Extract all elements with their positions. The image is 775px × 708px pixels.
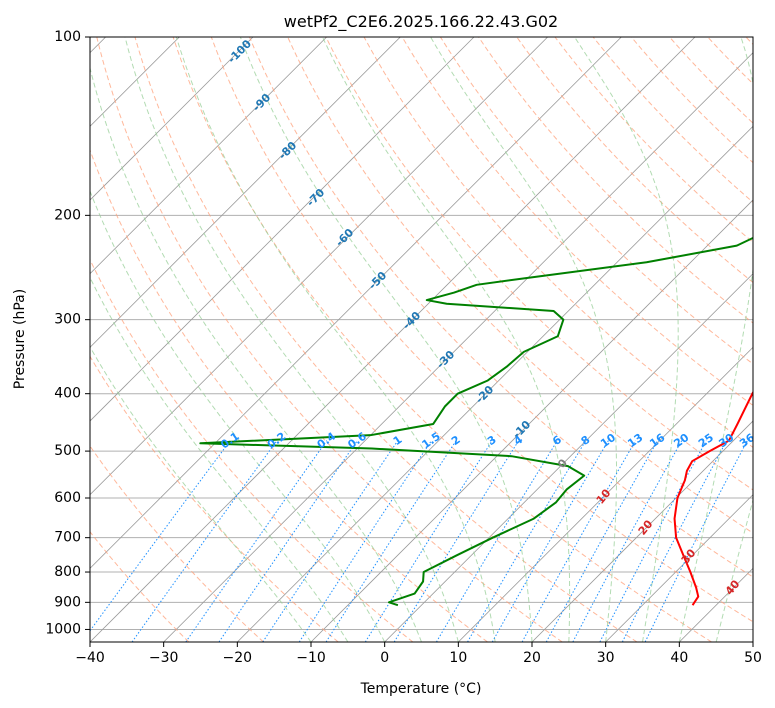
y-tick-label: 800 [54,564,81,580]
plot-area [90,37,753,642]
mixing-ratio-line [491,440,609,642]
mixing-ratio-line [393,440,520,642]
mixing-ratio-line [185,440,328,642]
x-tick-label: −40 [75,650,105,666]
isotherm-line [163,52,753,642]
isotherm-line [90,37,622,569]
dry-adiabat-line [249,37,753,578]
y-tick-label: 500 [54,443,81,459]
moist-adiabat-line [175,37,496,642]
dry-adiabat-line [90,355,339,642]
y-tick-label: 100 [54,29,81,45]
moist-adiabat-line [90,66,422,642]
isotherm-line [90,37,696,642]
x-tick-label: 0 [380,650,389,666]
y-tick-label: 600 [54,490,81,506]
y-axis-ticks: 100 200 300 400 500 600 700 800 900 1000 [45,29,90,637]
dewpoint-profile-line [199,236,753,607]
mixing-ratio-lines [90,440,748,642]
dry-adiabat-line [90,531,190,642]
y-tick-label: 900 [54,594,81,610]
x-tick-label: 40 [670,650,688,666]
moist-adiabat-line [322,37,571,642]
isotherm-line [531,420,753,642]
y-axis-label: Pressure (hPa) [12,289,28,389]
mixing-ratio-line [262,440,399,642]
x-axis-label: Temperature (°C) [360,681,482,697]
isotherm-line [90,37,254,201]
y-tick-label: 1000 [45,621,81,637]
moist-adiabat-line [574,37,679,642]
x-tick-label: 50 [744,650,762,666]
plot-content: -100-90-80-70-60-50-40-30-20-10010203040… [90,37,753,642]
temperature-profile-line [673,390,753,606]
isotherm-line [310,199,753,642]
chart-title: wetPf2_C2E6.2025.166.22.43.G02 [284,12,558,32]
isotherm-line [90,37,548,496]
x-tick-label: −10 [296,650,326,666]
mixing-ratio-line [298,440,432,642]
dry-adiabat-line [90,445,264,642]
x-tick-label: 10 [449,650,467,666]
mixing-ratio-line [218,440,358,642]
moist-adiabat-line [90,345,312,642]
sounding-profiles [199,236,753,607]
y-tick-label: 200 [54,207,81,223]
isotherm-line [90,37,475,422]
moist-adiabat-line [90,189,386,642]
moist-adiabat-line [678,37,753,642]
mixing-ratio-line [435,440,558,642]
dry-adiabat-line [439,37,753,365]
isotherm-line [458,346,753,642]
mixing-ratio-line [467,440,587,642]
x-tick-label: 30 [597,650,615,666]
skewed-isotherms [90,37,753,642]
mixing-ratio-line [325,440,457,642]
dry-adiabat-line [96,37,563,642]
x-tick-label: −20 [223,650,253,666]
y-tick-label: 300 [54,312,81,328]
moist-adiabats [90,37,753,642]
x-tick-label: 20 [523,650,541,666]
dry-adiabat-line [172,37,712,642]
isotherm-line [237,125,753,642]
y-tick-label: 400 [54,386,81,402]
mixing-ratio-line [572,440,683,642]
x-axis-ticks: −40 −30 −20 −10 0 10 20 30 40 50 [75,642,762,666]
isotherm-line [605,494,753,642]
mixing-ratio-line [599,440,707,642]
mixing-ratio-line [364,440,493,642]
mixing-ratio-line [621,440,728,642]
moist-adiabat-line [430,37,618,642]
dry-adiabat-line [90,258,414,642]
dry-adiabat-line [210,37,753,623]
dry-adiabats [90,37,753,642]
moist-adiabat-line [239,37,533,642]
moist-adiabat-line [715,498,753,642]
moist-adiabat-line [124,37,459,642]
x-tick-label: −30 [149,650,179,666]
dry-adiabat-line [90,148,488,642]
moist-adiabat-line [90,276,349,642]
dry-adiabat-line [134,37,638,642]
plot-frame [89,36,754,643]
dry-adiabat-line [401,37,753,406]
isotherm-line [90,37,327,275]
y-tick-label: 700 [54,530,81,546]
